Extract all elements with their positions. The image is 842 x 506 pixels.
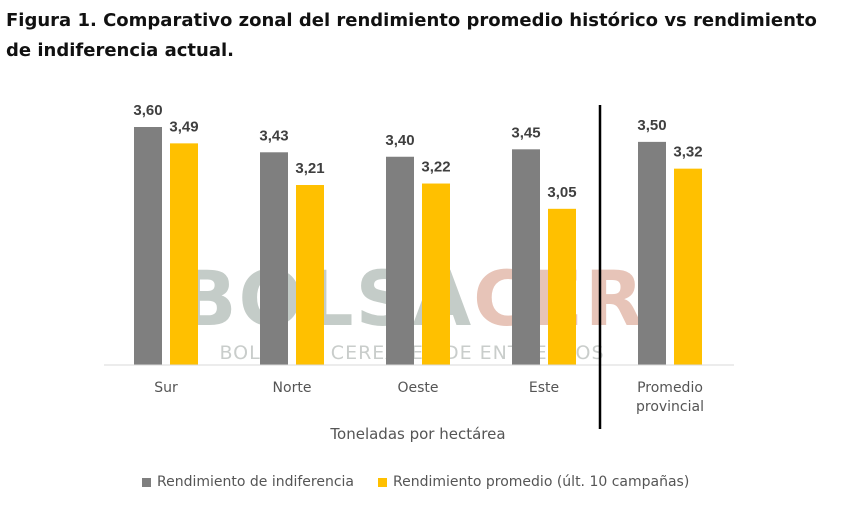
data-label-indiferencia-oeste: 3,40 — [385, 132, 414, 149]
data-label-promedio-oeste: 3,22 — [421, 159, 450, 176]
bar-promedio-este — [548, 208, 576, 365]
legend-swatch-indiferencia — [142, 477, 151, 487]
bar-promedio-promedio-provincial — [674, 168, 702, 365]
data-label-promedio-promedio-provincial: 3,32 — [673, 144, 702, 161]
value-labels-layer: 3,60 3,43 3,40 3,45 3,50 3,49 3,21 3,22 3,05 3,32 — [133, 102, 702, 201]
data-label-promedio-norte: 3,21 — [295, 160, 324, 177]
bar-indiferencia-este — [512, 149, 540, 365]
category-label-sur: Sur — [154, 380, 178, 396]
category-label-promedio-provincial: Promedio provincial — [636, 380, 704, 415]
category-label-norte: Norte — [273, 380, 312, 396]
category-label-este: Este — [529, 380, 559, 396]
legend-item-indiferencia: Rendimiento de indiferencia — [142, 474, 354, 490]
data-label-indiferencia-sur: 3,60 — [133, 102, 162, 119]
bar-promedio-sur — [170, 143, 198, 365]
bars-layer — [134, 127, 702, 365]
bar-indiferencia-norte — [260, 152, 288, 365]
legend-item-promedio: Rendimiento promedio (últ. 10 campañas) — [378, 474, 689, 490]
legend: Rendimiento de indiferencia Rendimiento … — [142, 474, 713, 490]
legend-label-indiferencia: Rendimiento de indiferencia — [157, 474, 355, 490]
bar-indiferencia-promedio-provincial — [638, 141, 666, 365]
bar-promedio-oeste — [422, 183, 450, 365]
data-label-indiferencia-norte: 3,43 — [259, 127, 288, 144]
bar-indiferencia-oeste — [386, 156, 414, 365]
category-labels: Sur Norte Oeste Este Promedio provincial — [154, 380, 704, 415]
data-label-promedio-sur: 3,49 — [169, 118, 198, 135]
figure-title: Figura 1. Comparativo zonal del rendimie… — [6, 10, 817, 61]
legend-label-promedio: Rendimiento promedio (últ. 10 campañas) — [393, 474, 690, 490]
category-label-oeste: Oeste — [397, 380, 438, 396]
data-label-indiferencia-este: 3,45 — [511, 124, 540, 141]
bar-indiferencia-sur — [134, 127, 162, 365]
bar-promedio-norte — [296, 185, 324, 365]
legend-swatch-promedio — [378, 477, 388, 487]
x-axis-title: Toneladas por hectárea — [329, 425, 505, 443]
data-label-indiferencia-promedio-provincial: 3,50 — [637, 117, 666, 134]
data-label-promedio-este: 3,05 — [547, 184, 576, 201]
